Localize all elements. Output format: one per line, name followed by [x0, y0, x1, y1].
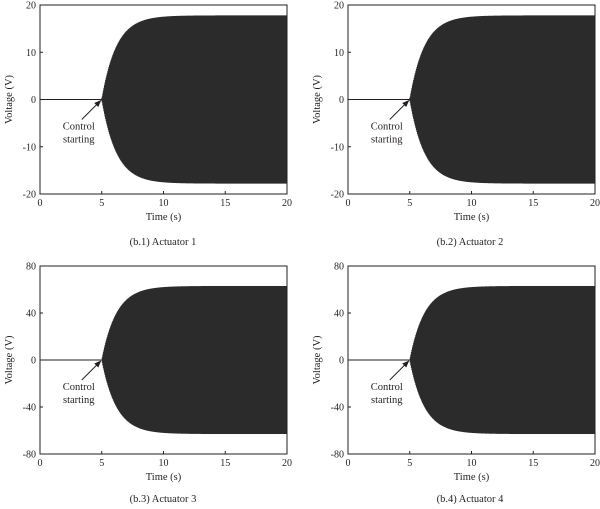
y-tick-label: -10: [23, 142, 36, 153]
x-tick-label: 15: [220, 198, 230, 209]
x-tick-label: 20: [590, 198, 600, 209]
oscillation-envelope: [409, 15, 596, 184]
panel-b2: (b.2) Actuator 2 0 5 10 15 20 20 10 0 -10 -20 Time…: [312, 1, 600, 249]
y-tick-label: -20: [23, 190, 36, 201]
y-tick-label: 40: [26, 309, 36, 320]
y-axis-label: Voltage (V): [312, 335, 323, 385]
annotation-label: Control: [63, 122, 95, 133]
y-tick-label: 0: [31, 356, 36, 367]
y-tick-label: -40: [331, 403, 344, 414]
y-axis-label: Voltage (V): [4, 74, 15, 124]
panel-b1: (b.1) Actuator 1 0 5 10 15 20 20 10 0 -10 -20 Time…: [4, 1, 292, 249]
annotation-label: starting: [63, 395, 95, 406]
x-axis-label: Time (s): [146, 212, 182, 223]
x-tick-label: 0: [346, 198, 351, 209]
y-axis-label: Voltage (V): [312, 74, 323, 124]
annotation-label: Control: [371, 382, 403, 393]
x-tick-label: 20: [282, 458, 292, 469]
x-tick-label: 5: [99, 458, 104, 469]
y-tick-label: 20: [334, 1, 344, 12]
panel-caption: (b.1) Actuator 1: [130, 237, 197, 248]
y-tick-label: 0: [339, 95, 344, 106]
y-tick-label: 80: [334, 262, 344, 273]
y-axis-label: Voltage (V): [4, 335, 15, 385]
x-axis-label: Time (s): [454, 212, 490, 223]
annotation-label: starting: [371, 135, 403, 146]
x-tick-label: 0: [38, 458, 43, 469]
y-tick-label: -80: [331, 450, 344, 461]
annotation-arrowhead: [402, 100, 410, 107]
y-tick-label: -40: [23, 403, 36, 414]
y-tick-label: 0: [339, 356, 344, 367]
signal-series: [40, 15, 288, 184]
signal-series: [40, 285, 288, 435]
x-tick-label: 5: [99, 198, 104, 209]
x-tick-label: 0: [38, 198, 43, 209]
panel-caption: (b.2) Actuator 2: [437, 237, 504, 248]
annotation-label: starting: [371, 395, 403, 406]
annotation-label: Control: [371, 122, 403, 133]
signal-series: [348, 15, 596, 184]
x-axis-label: Time (s): [146, 472, 182, 483]
annotation-label: Control: [63, 382, 95, 393]
panel-b4: (b.4) Actuator 4 0 5 10 15 20 80 40 0 -40 -80 Time…: [312, 262, 600, 506]
oscillation-envelope: [101, 285, 288, 435]
signal-series: [348, 285, 596, 435]
y-tick-label: -20: [331, 190, 344, 201]
annotation-arrowhead: [402, 360, 410, 368]
x-tick-label: 10: [467, 198, 477, 209]
annotation-arrowhead: [94, 360, 102, 368]
x-axis-label: Time (s): [454, 472, 490, 483]
y-tick-label: 10: [26, 48, 36, 59]
y-tick-label: -80: [23, 450, 36, 461]
oscillation-envelope: [101, 15, 288, 184]
y-tick-label: 0: [31, 95, 36, 106]
panel-b3: (b.3) Actuator 3 0 5 10 15 20 80 40 0 -40 -80 Time…: [4, 262, 292, 506]
annotation-arrowhead: [94, 100, 102, 107]
y-tick-label: 40: [334, 309, 344, 320]
x-tick-label: 20: [590, 458, 600, 469]
panel-caption: (b.3) Actuator 3: [130, 494, 197, 505]
x-tick-label: 15: [528, 198, 538, 209]
panel-caption: (b.4) Actuator 4: [437, 494, 505, 505]
y-tick-label: 80: [26, 262, 36, 273]
annotation-label: starting: [63, 135, 95, 146]
x-tick-label: 5: [407, 458, 412, 469]
x-tick-label: 10: [159, 198, 169, 209]
x-tick-label: 0: [346, 458, 351, 469]
oscillation-envelope: [409, 285, 596, 435]
x-tick-label: 15: [220, 458, 230, 469]
x-tick-label: 20: [282, 198, 292, 209]
y-tick-label: -10: [331, 142, 344, 153]
x-tick-label: 10: [159, 458, 169, 469]
y-tick-label: 20: [26, 1, 36, 12]
x-tick-label: 5: [407, 198, 412, 209]
x-tick-label: 15: [528, 458, 538, 469]
y-tick-label: 10: [334, 48, 344, 59]
x-tick-label: 10: [467, 458, 477, 469]
